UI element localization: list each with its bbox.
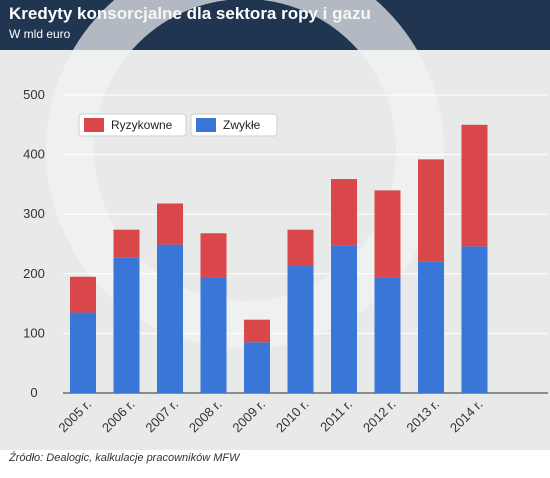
x-tick-label: 2006 r. xyxy=(99,397,138,436)
bar-ryzykowne xyxy=(70,276,96,313)
source-note: Źródło: Dealogic, kalkulacje pracowników… xyxy=(9,452,240,464)
bar-ryzykowne xyxy=(200,233,227,278)
bar-zwyk-e xyxy=(244,342,270,393)
y-tick-label: 200 xyxy=(23,266,45,281)
bar-zwyk-e xyxy=(200,277,227,393)
bar-zwyk-e xyxy=(374,277,401,393)
bar-zwyk-e xyxy=(113,257,140,393)
bar-zwyk-e xyxy=(70,312,96,393)
y-tick-label: 300 xyxy=(23,206,45,221)
x-tick-label: 2010 r. xyxy=(273,397,312,436)
y-tick-label: 400 xyxy=(23,147,45,162)
bar-ryzykowne xyxy=(374,190,401,278)
bar-zwyk-e xyxy=(157,244,183,393)
legend-swatch xyxy=(196,118,216,132)
x-tick-label: 2008 r. xyxy=(186,397,225,436)
bar-zwyk-e xyxy=(287,266,314,393)
x-tick-label: 2012 r. xyxy=(360,397,399,436)
chart-subtitle: W mld euro xyxy=(9,27,71,41)
legend-label: Ryzykowne xyxy=(111,118,173,132)
x-tick-label: 2011 r. xyxy=(317,397,355,435)
bar-zwyk-e xyxy=(331,245,357,393)
bar-ryzykowne xyxy=(287,229,314,267)
legend-label: Zwykłe xyxy=(223,118,261,132)
legend-swatch xyxy=(84,118,104,132)
y-tick-label: 0 xyxy=(30,385,37,400)
bar-ryzykowne xyxy=(418,159,444,262)
bar-ryzykowne xyxy=(157,203,183,245)
bar-zwyk-e xyxy=(461,246,488,393)
x-tick-label: 2009 r. xyxy=(229,397,268,436)
x-tick-label: 2013 r. xyxy=(403,397,442,436)
bar-ryzykowne xyxy=(244,319,270,343)
bar-ryzykowne xyxy=(461,124,488,247)
x-tick-label: 2005 r. xyxy=(55,397,94,436)
bar-ryzykowne xyxy=(331,179,357,246)
bar-zwyk-e xyxy=(418,261,444,393)
y-tick-label: 100 xyxy=(23,325,45,340)
x-tick-label: 2014 r. xyxy=(447,397,486,436)
x-tick-label: 2007 r. xyxy=(142,397,181,436)
y-tick-label: 500 xyxy=(23,87,45,102)
bar-ryzykowne xyxy=(113,229,140,258)
legend-item-box xyxy=(78,113,187,137)
